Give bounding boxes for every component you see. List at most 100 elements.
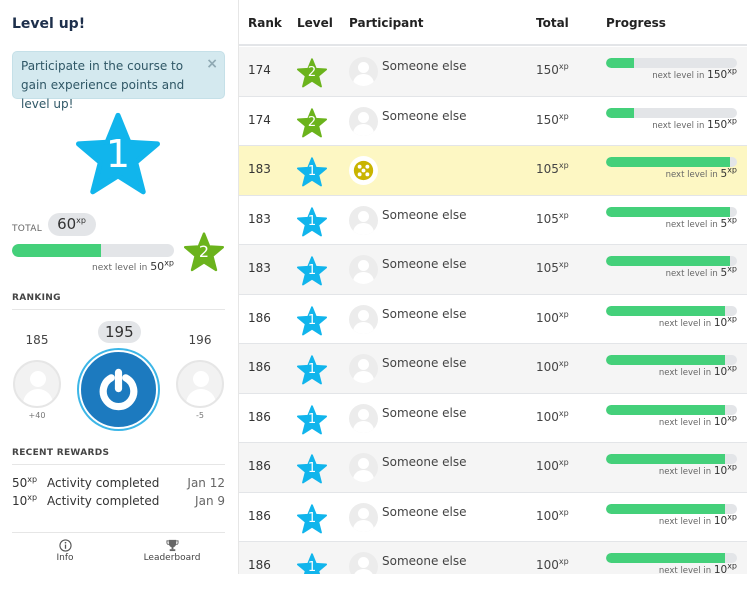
total-xp: TOTAL 60xp <box>12 213 96 236</box>
xp-unit: xp <box>27 493 38 502</box>
participant-avatar <box>349 106 378 136</box>
xp-unit: xp <box>558 161 569 170</box>
row-rank: 186 <box>248 360 271 374</box>
participant-name: Someone else <box>382 207 467 222</box>
row-level-badge: 2 <box>297 58 327 88</box>
next-level-number: 10 <box>713 366 728 378</box>
row-progress-bar <box>606 157 737 167</box>
row-level-badge: 1 <box>297 305 327 336</box>
row-level-badge: 1 <box>297 157 327 187</box>
xp-unit: xp <box>727 462 737 472</box>
current-level-number: 1 <box>105 132 131 176</box>
row-level-number: 1 <box>307 164 317 179</box>
row-next-level: next level in 5xp <box>606 166 737 180</box>
rank-above-avatar[interactable] <box>13 360 61 408</box>
next-level-number: 50 <box>150 260 165 273</box>
next-level-value: 10xp <box>714 561 737 574</box>
next-level-number: 5 <box>720 267 728 279</box>
star-icon <box>297 58 327 88</box>
alert-text: Participate in the course to gain experi… <box>21 59 185 111</box>
table-row[interactable]: 186 1 Someone else 100xp next level in 1… <box>239 344 747 394</box>
close-icon[interactable]: × <box>206 56 218 72</box>
info-button[interactable]: Info <box>50 539 80 563</box>
xp-unit: xp <box>558 111 569 121</box>
table-row[interactable]: 174 2 Someone else 150xp next level in 1… <box>239 97 747 146</box>
row-next-level: next level in 10xp <box>606 561 737 574</box>
next-level-label: next level in <box>665 269 718 279</box>
progress-fill <box>12 244 102 257</box>
table-header: Rank Level Participant Total Progress <box>239 0 747 46</box>
footer-divider <box>12 532 225 533</box>
row-progress-bar <box>606 58 737 68</box>
row-level-badge: 1 <box>297 206 327 237</box>
xp-unit: xp <box>727 116 737 125</box>
participant-avatar <box>349 255 378 284</box>
info-label: Info <box>56 553 74 563</box>
table-row-current-user[interactable]: 183 1 105xp next level in 5xp <box>239 146 747 196</box>
next-level-value: 5xp <box>720 265 738 279</box>
row-progress-bar <box>606 404 737 415</box>
row-total-number: 100 <box>536 409 559 424</box>
row-total-number: 105 <box>536 211 559 226</box>
next-level-number: 10 <box>713 316 728 329</box>
row-rank: 174 <box>248 112 271 127</box>
rank-below-avatar[interactable] <box>176 360 224 408</box>
row-level-number: 1 <box>307 312 317 328</box>
xp-unit: xp <box>727 66 737 76</box>
row-total-number: 100 <box>536 459 559 473</box>
xp-unit: xp <box>558 210 569 220</box>
participant-name: Someone else <box>382 306 467 321</box>
row-total-xp: 150xp <box>536 63 569 78</box>
row-rank: 186 <box>248 409 271 424</box>
participant-name: Someone else <box>382 554 467 568</box>
row-next-level: next level in 5xp <box>606 265 738 279</box>
row-rank: 183 <box>248 211 271 226</box>
sidebar-title: Level up! <box>12 16 86 32</box>
row-total-xp: 100xp <box>536 558 569 573</box>
table-row[interactable]: 186 1 Someone else 100xp next level in 1… <box>239 443 747 493</box>
reward-amount: 10xp <box>12 493 47 509</box>
next-level-value: 10xp <box>714 513 737 527</box>
progress-fill <box>606 58 634 68</box>
leaderboard-table: Rank Level Participant Total Progress 17… <box>238 0 750 574</box>
table-row[interactable]: 183 1 Someone else 105xp next level in 5… <box>239 196 747 245</box>
next-level-label: next level in <box>658 566 712 574</box>
my-avatar[interactable] <box>79 350 158 429</box>
row-rank: 186 <box>248 459 271 473</box>
participant-avatar <box>349 57 378 86</box>
next-level-number: 5 <box>720 168 728 180</box>
row-total-xp: 105xp <box>536 210 569 226</box>
row-total-xp: 100xp <box>536 359 569 375</box>
xp-unit: xp <box>558 359 569 368</box>
table-row[interactable]: 186 1 Someone else 100xp next level in 1… <box>239 493 747 542</box>
participant-name: Someone else <box>382 405 467 420</box>
next-level-label: next level in <box>658 318 712 329</box>
next-level-value: 10xp <box>713 314 737 329</box>
table-row[interactable]: 186 1 Someone else 100xp next level in 1… <box>239 542 747 574</box>
participant-avatar <box>349 205 378 235</box>
row-next-level: next level in 10xp <box>606 364 737 378</box>
xp-unit: xp <box>727 314 737 323</box>
xp-unit: xp <box>558 458 569 467</box>
table-row[interactable]: 186 1 Someone else 100xp next level in 1… <box>239 295 747 344</box>
power-logo-icon <box>99 368 138 411</box>
participant-name: Someone else <box>382 504 467 519</box>
xp-unit: xp <box>727 561 737 571</box>
row-level-number: 1 <box>307 362 317 377</box>
row-progress-bar <box>606 503 737 514</box>
table-row[interactable]: 186 1 Someone else 100xp next level in 1… <box>239 394 747 443</box>
reward-item: 10xp Activity completed Jan 9 <box>12 493 225 509</box>
progress-fill <box>606 404 726 415</box>
leaderboard-button[interactable]: Leaderboard <box>138 539 206 563</box>
row-progress-bar <box>606 553 737 563</box>
star-icon <box>297 404 327 434</box>
star-icon <box>184 232 224 272</box>
participant-name: Someone else <box>382 455 467 469</box>
level-progress-bar <box>12 244 174 257</box>
row-level-badge: 1 <box>297 355 327 385</box>
table-row[interactable]: 174 2 Someone else 150xp next level in 1… <box>239 47 747 97</box>
star-icon <box>297 157 327 187</box>
star-icon <box>297 454 327 484</box>
table-row[interactable]: 183 1 Someone else 105xp next level in 5… <box>239 245 747 295</box>
progress-fill <box>606 355 726 365</box>
